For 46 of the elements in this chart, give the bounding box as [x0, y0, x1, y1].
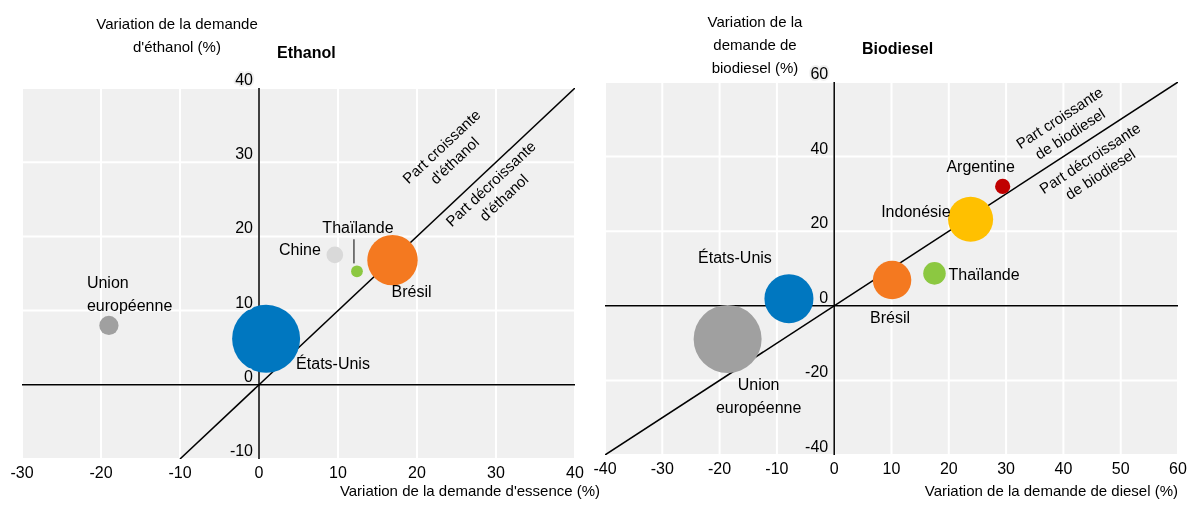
- x-tick-label: 10: [882, 460, 901, 478]
- series-label: Brésil: [870, 309, 911, 327]
- y-tick-label: 40: [235, 71, 254, 88]
- x-tick-label: 30: [997, 460, 1016, 478]
- series-label: États-Unis: [296, 353, 370, 372]
- y-tick-label: 60: [810, 65, 829, 82]
- text: Thaïlande: [322, 219, 394, 237]
- x-axis-title: Variation de la demande d'essence (%): [338, 482, 602, 499]
- series-label: Brésil: [391, 283, 432, 301]
- x-tick-label: 40: [566, 464, 584, 482]
- y-tick-label: -10: [229, 442, 254, 459]
- y-tick-label: 10: [235, 293, 254, 311]
- x-tick-label: -10: [765, 460, 789, 478]
- x-tick-label: -30: [10, 464, 34, 482]
- x-tick-label: 10: [329, 464, 347, 482]
- y-axis-title: Variation de la demande d'éthanol (%): [95, 14, 259, 57]
- series-label: Union européenne: [86, 274, 173, 315]
- x-tick-label: 60: [1169, 460, 1187, 478]
- chart-title: Biodiesel: [862, 40, 934, 58]
- y-tick-label: 0: [244, 367, 254, 385]
- x-tick-label: -30: [650, 460, 674, 478]
- series-label: Union européenne: [715, 376, 802, 416]
- x-axis-title: Variation de la demande de diesel (%): [923, 482, 1178, 499]
- x-tick-label: 20: [408, 464, 426, 482]
- series-label: Indonésie: [881, 203, 951, 221]
- y-tick-label: 30: [235, 145, 254, 163]
- series-label: Chine: [279, 240, 321, 258]
- x-tick-label: -40: [593, 460, 617, 478]
- x-tick-label: -20: [708, 460, 732, 478]
- y-axis-title: Variation de la demande de biodiesel (%): [707, 13, 803, 76]
- chart-title: Ethanol: [277, 44, 336, 62]
- x-tick-label: -10: [168, 464, 192, 482]
- y-tick-label: -20: [805, 363, 829, 381]
- x-tick-label: -20: [89, 464, 113, 482]
- series-label: Thaïlande: [948, 266, 1020, 284]
- x-tick-label: 30: [487, 464, 505, 482]
- y-tick-label: -40: [805, 438, 829, 455]
- series-label: États-Unis: [698, 247, 772, 266]
- x-tick-label: 20: [939, 460, 958, 478]
- x-tick-label: 40: [1054, 460, 1073, 478]
- y-tick-label: 0: [819, 288, 829, 306]
- y-tick-label: 20: [810, 214, 829, 232]
- y-tick-label: 40: [810, 139, 829, 157]
- y-tick-label: 20: [235, 219, 254, 237]
- x-tick-label: 50: [1111, 460, 1130, 478]
- series-label: Argentine: [946, 158, 1016, 176]
